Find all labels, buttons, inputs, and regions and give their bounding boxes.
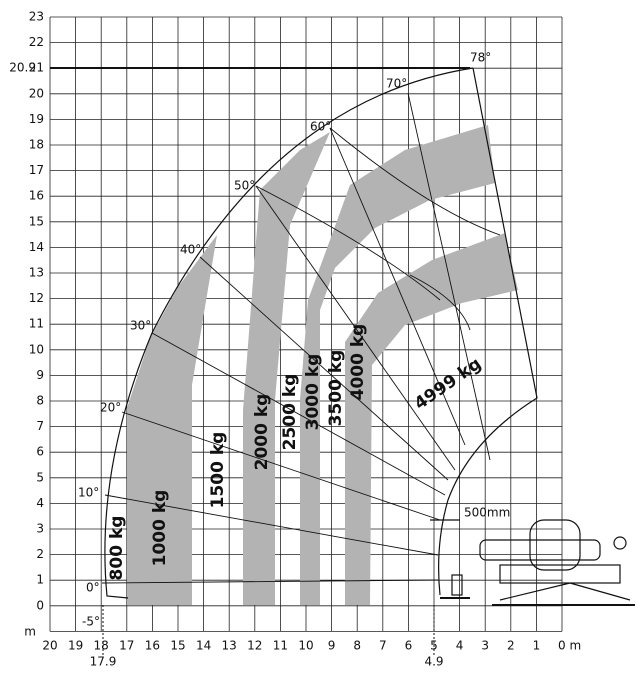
x-tick-label: 5 [430,639,438,653]
x-tick-label: 9 [328,639,336,653]
y-tick-label: 15 [29,214,44,228]
radial-lines [101,92,501,584]
y-tick-label: 23 [29,10,44,24]
gray-zone [345,233,518,605]
y-unit: m [24,625,36,639]
x-tick-label: 18 [94,639,109,653]
x-tick-label: 1 [533,639,541,653]
y-tick-label: 5 [36,470,44,484]
x-tick-label: 16 [145,639,160,653]
envelope [101,67,538,605]
y-tick-label: 17 [29,163,44,177]
x-tick-label: 11 [273,639,288,653]
x-tick-label: 8 [353,639,361,653]
x-marker: 17.9 [90,655,117,669]
x-tick-label: 6 [405,639,413,653]
x-tick-label: 2 [507,639,515,653]
gray-zone [127,235,217,605]
load-label: 800 kg [107,516,127,581]
gray-zone [300,125,495,605]
y-tick-label: 8 [36,394,44,408]
angle-label: -5° [82,615,100,629]
angle-label: 60° [310,120,331,134]
x-tick-label: 4 [456,639,464,653]
load-label: 3500 kg [326,350,346,427]
y-tick-label: 14 [29,240,44,254]
x-tick-label: 10 [298,639,313,653]
dimension-label: 500mm [464,506,510,520]
angle-label: 0° [86,581,100,595]
load-label: 4000 kg [348,324,368,401]
gray-zone [243,132,330,605]
y-tick-label: 19 [29,112,44,126]
envelope-outline [104,67,538,599]
x-tick-label: 20 [42,639,57,653]
angle-label: 20° [100,401,121,415]
load-label: 2500 kg [280,374,300,451]
load-label: 1000 kg [150,490,170,567]
x-tick-label: 13 [222,639,237,653]
y-tick-label: 3 [36,522,44,536]
angle-label: 78° [470,51,491,65]
y-tick-label: 4 [36,496,44,510]
x-tick-label: 17 [119,639,134,653]
y-tick-label: 1 [36,573,44,587]
x-tick-label: 3 [481,639,489,653]
y-tick-label: 20 [29,86,44,100]
y-marker: 20.9 [9,61,36,75]
angle-label: 50° [234,179,255,193]
machine [430,519,635,606]
y-tick-label: 10 [29,342,44,356]
angle-label: 40° [180,243,201,257]
y-tick-label: 16 [29,189,44,203]
y-tick-label: 22 [29,35,44,49]
x-tick-label: 12 [247,639,262,653]
x-marker: 4.9 [424,655,443,669]
y-tick-label: 18 [29,138,44,152]
y-tick-label: 11 [29,317,44,331]
load-label: 3000 kg [303,354,323,431]
x-tick-label: 14 [196,639,211,653]
y-tick-label: 9 [36,368,44,382]
x-tick-label: 7 [379,639,387,653]
angle-label: 10° [78,486,99,500]
angle-label: 30° [130,319,151,333]
x-tick-label: 15 [170,639,185,653]
y-tick-label: 7 [36,419,44,433]
load-label: 1500 kg [208,432,228,509]
y-tick-label: 0 [36,598,44,612]
y-tick-label: 6 [36,445,44,459]
x-tick-label: 0 m [558,639,581,653]
angle-label: 70° [386,77,407,91]
y-tick-label: 12 [29,291,44,305]
y-tick-label: 21 [29,61,44,75]
load-label: 2000 kg [252,394,272,471]
y-tick-label: 13 [29,266,44,280]
y-tick-label: 2 [36,547,44,561]
x-tick-label: 19 [68,639,83,653]
